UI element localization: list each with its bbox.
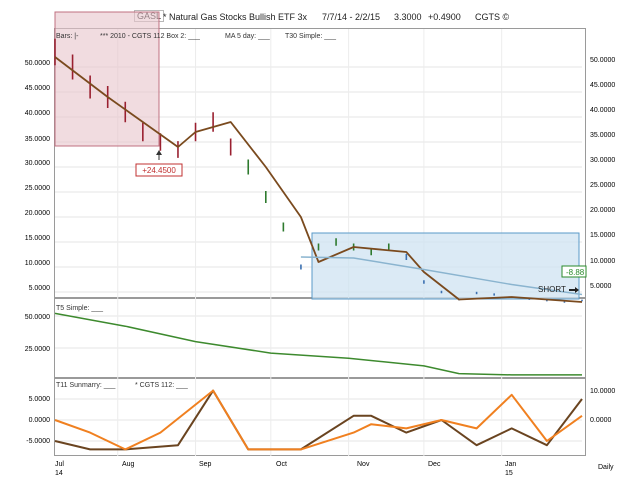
legend-t11: T11 Sunmarry: ___ <box>56 382 116 389</box>
t5-ytick: 25.0000 <box>25 346 50 353</box>
price-ytick-left: 25.0000 <box>25 185 50 192</box>
t11-sunmarry-line <box>54 389 583 451</box>
legend-ma5: MA 5 day: ___ <box>225 33 270 40</box>
t11-ytick-right: 10.0000 <box>590 388 615 395</box>
loss-label: -8.88 <box>566 268 585 277</box>
description-label: * Natural Gas Stocks Bullish ETF 3x <box>163 12 308 22</box>
t11-ytick-left: -5.0000 <box>26 438 50 445</box>
x-tick-label: Nov <box>357 461 370 468</box>
price-ytick-left: 40.0000 <box>25 110 50 117</box>
legend-cgts112: * CGTS 112: ___ <box>135 382 188 389</box>
price-ytick-left: 45.0000 <box>25 85 50 92</box>
short-label: SHORT <box>538 285 566 294</box>
price-ytick-left: 30.0000 <box>25 160 50 167</box>
t11-ytick-right: 0.0000 <box>590 417 612 424</box>
x-tick-sublabel: 15 <box>505 470 513 477</box>
legend-t30: T30 Simple: ___ <box>285 33 336 40</box>
price-ytick-left: 10.0000 <box>25 260 50 267</box>
price-ytick-left: 5.0000 <box>29 285 51 292</box>
compare-label: CGTS © <box>475 12 510 22</box>
price-y-axis-right: 50.0000 45.0000 40.0000 35.0000 30.0000 … <box>590 57 615 290</box>
gain-label: +24.4500 <box>142 166 176 175</box>
price-ytick-left: 35.0000 <box>25 136 50 143</box>
price-y-axis-left: 50.0000 45.0000 40.0000 35.0000 30.0000 … <box>25 60 50 292</box>
price-ytick-left: 20.0000 <box>25 210 50 217</box>
date-range-label: 7/7/14 - 2/2/15 <box>322 12 381 22</box>
loss-callout: -8.88 SHORT <box>538 265 587 294</box>
t5-y-axis: 50.0000 25.0000 <box>25 314 50 353</box>
price-ytick-right: 35.0000 <box>590 132 615 139</box>
gain-callout: +24.4500 <box>135 150 183 177</box>
t5-ytick: 50.0000 <box>25 314 50 321</box>
x-tick-label: Aug <box>122 461 135 468</box>
last-price-label: 3.3000 <box>394 12 422 22</box>
x-tick-sublabel: 14 <box>55 470 63 477</box>
marks-layer <box>54 38 583 451</box>
x-tick-label: Sep <box>199 461 212 468</box>
t5-line <box>54 312 582 376</box>
price-ytick-right: 5.0000 <box>590 283 612 290</box>
t11-ytick-left: 5.0000 <box>29 396 51 403</box>
ma5-line <box>54 56 583 303</box>
price-ytick-right: 45.0000 <box>590 82 615 89</box>
price-ytick-left: 50.0000 <box>25 60 50 67</box>
x-tick-label: Dec <box>428 461 441 468</box>
price-ytick-right: 50.0000 <box>590 57 615 64</box>
price-ytick-right: 20.0000 <box>590 207 615 214</box>
change-label: +0.4900 <box>428 12 461 22</box>
interval-label[interactable]: Daily <box>598 464 614 471</box>
x-tick-label: Jan <box>505 461 516 468</box>
legend-t5: T5 Simple: ___ <box>56 305 103 312</box>
price-ytick-right: 40.0000 <box>590 107 615 114</box>
cgts112-line <box>54 389 583 451</box>
x-tick-label: Oct <box>276 461 287 468</box>
price-ytick-right: 10.0000 <box>590 258 615 265</box>
t11-y-axis: 5.0000 0.0000 -5.0000 10.0000 0.0000 <box>26 388 615 445</box>
x-tick-label: Jul <box>55 461 64 468</box>
t30-line <box>300 256 583 296</box>
legend-cgts: *** 2010 - CGTS 112 Box 2: ___ <box>100 33 200 40</box>
price-ytick-right: 15.0000 <box>590 232 615 239</box>
price-ytick-right: 30.0000 <box>590 157 615 164</box>
price-ytick-right: 25.0000 <box>590 182 615 189</box>
x-axis: Jul 14 Aug Sep Oct Nov Dec Jan 15 Daily <box>55 461 614 477</box>
legend-bars: Bars: |- <box>56 33 79 40</box>
t11-ytick-left: 0.0000 <box>29 417 51 424</box>
t11-panel-frame <box>54 378 586 456</box>
price-ytick-left: 15.0000 <box>25 235 50 242</box>
